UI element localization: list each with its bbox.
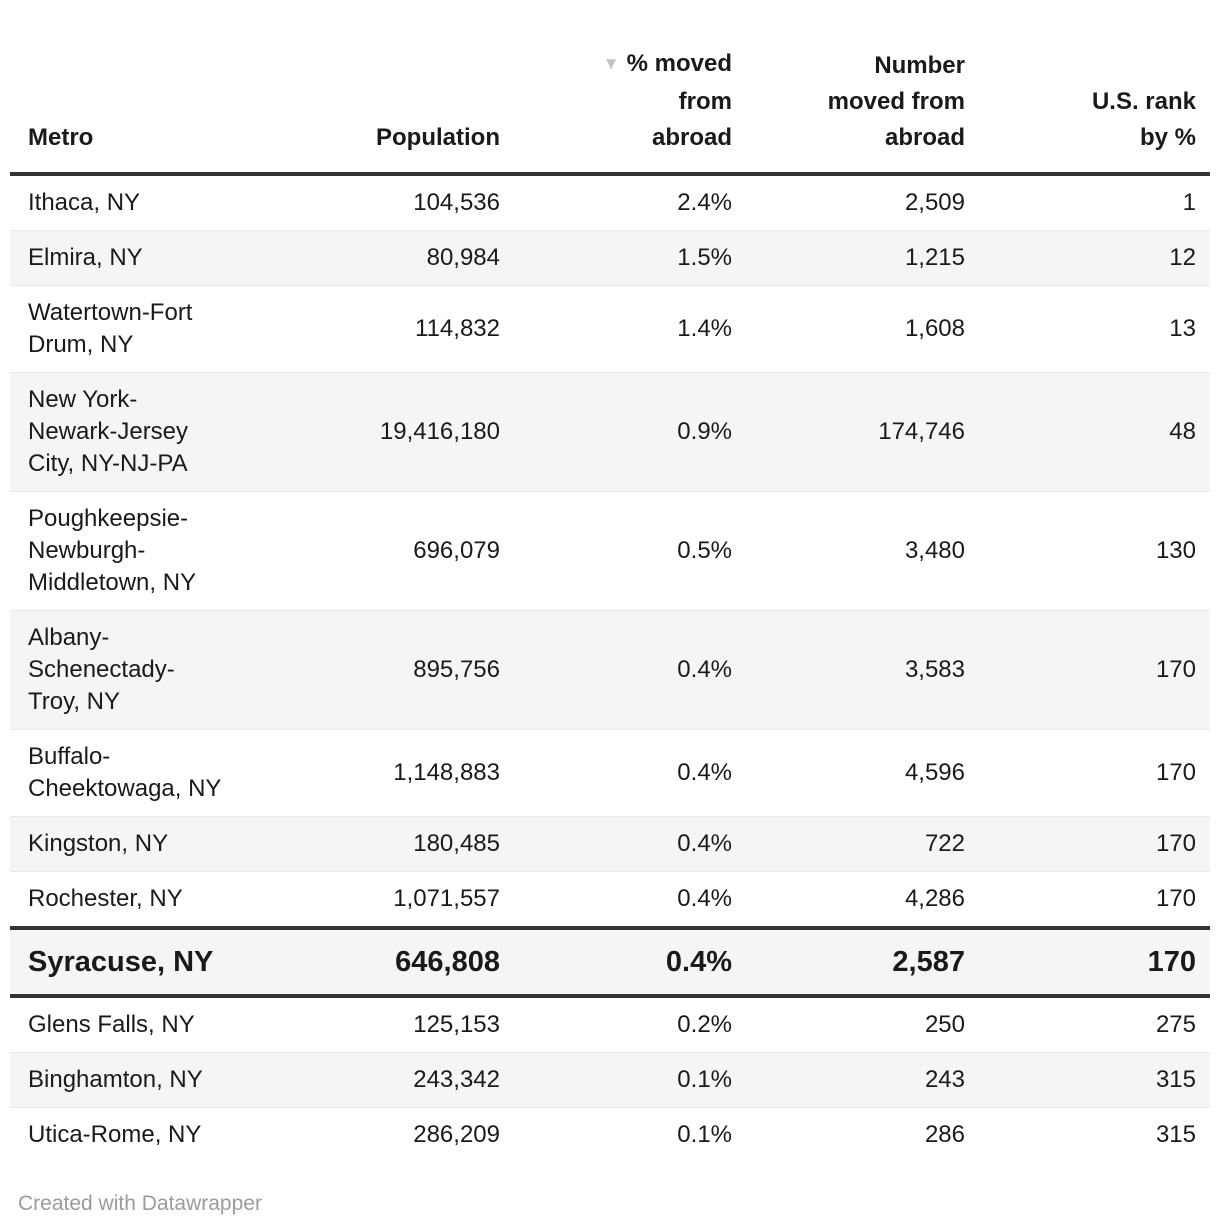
number-cell: 286 <box>742 1107 975 1162</box>
metro-cell: Kingston, NY <box>10 816 305 872</box>
column-header-label: Number moved from abroad <box>827 52 965 151</box>
metro-cell: Buffalo- Cheektowaga, NY <box>10 729 305 817</box>
population-cell: 895,756 <box>305 610 510 730</box>
table-header: Metro Population ▼ % moved from abroad Nu… <box>10 0 1210 176</box>
pct-cell: 0.9% <box>510 372 742 492</box>
table-row: Rochester, NY 1,071,557 0.4% 4,286 170 <box>10 871 1210 928</box>
metro-cell: New York- Newark-Jersey City, NY-NJ-PA <box>10 372 305 492</box>
rank-cell: 170 <box>975 816 1210 872</box>
column-header-us-rank[interactable]: U.S. rank by % <box>975 0 1210 176</box>
rank-cell: 315 <box>975 1052 1210 1108</box>
column-header-label: % moved from abroad <box>626 50 732 151</box>
column-header-pct-moved-from-abroad[interactable]: ▼ % moved from abroad <box>510 0 742 176</box>
rank-cell: 13 <box>975 285 1210 373</box>
population-cell: 114,832 <box>305 285 510 373</box>
table-row: Elmira, NY 80,984 1.5% 1,215 12 <box>10 230 1210 286</box>
metro-cell: Elmira, NY <box>10 230 305 286</box>
rank-cell: 170 <box>975 926 1210 998</box>
table-row: Watertown-Fort Drum, NY 114,832 1.4% 1,6… <box>10 285 1210 373</box>
pct-cell: 0.5% <box>510 491 742 611</box>
pct-cell: 2.4% <box>510 173 742 231</box>
table-row: Albany- Schenectady- Troy, NY 895,756 0.… <box>10 610 1210 730</box>
table-row-highlighted-syracuse: Syracuse, NY 646,808 0.4% 2,587 170 <box>10 926 1210 998</box>
number-cell: 1,215 <box>742 230 975 286</box>
number-cell: 3,480 <box>742 491 975 611</box>
table-row: Binghamton, NY 243,342 0.1% 243 315 <box>10 1052 1210 1108</box>
metro-cell: Glens Falls, NY <box>10 995 305 1053</box>
population-cell: 696,079 <box>305 491 510 611</box>
metro-migration-table: Metro Population ▼ % moved from abroad Nu… <box>10 0 1210 1162</box>
table-row: Ithaca, NY 104,536 2.4% 2,509 1 <box>10 173 1210 231</box>
population-cell: 286,209 <box>305 1107 510 1162</box>
number-cell: 4,286 <box>742 871 975 928</box>
table-row: Glens Falls, NY 125,153 0.2% 250 275 <box>10 995 1210 1053</box>
rank-cell: 170 <box>975 871 1210 928</box>
rank-cell: 170 <box>975 729 1210 817</box>
metro-cell: Watertown-Fort Drum, NY <box>10 285 305 373</box>
column-header-metro[interactable]: Metro <box>10 0 305 176</box>
population-cell: 646,808 <box>305 926 510 998</box>
pct-cell: 0.4% <box>510 871 742 928</box>
pct-cell: 0.4% <box>510 816 742 872</box>
metro-cell: Utica-Rome, NY <box>10 1107 305 1162</box>
pct-cell: 0.4% <box>510 610 742 730</box>
population-cell: 243,342 <box>305 1052 510 1108</box>
number-cell: 1,608 <box>742 285 975 373</box>
number-cell: 3,583 <box>742 610 975 730</box>
pct-cell: 1.4% <box>510 285 742 373</box>
metro-cell: Rochester, NY <box>10 871 305 928</box>
number-cell: 4,596 <box>742 729 975 817</box>
table-body: Ithaca, NY 104,536 2.4% 2,509 1 Elmira, … <box>10 173 1210 1162</box>
number-cell: 243 <box>742 1052 975 1108</box>
population-cell: 1,148,883 <box>305 729 510 817</box>
data-table-container: Metro Population ▼ % moved from abroad Nu… <box>10 0 1210 1162</box>
population-cell: 80,984 <box>305 230 510 286</box>
column-header-number-moved-from-abroad[interactable]: Number moved from abroad <box>742 0 975 176</box>
rank-cell: 1 <box>975 173 1210 231</box>
column-header-label: Population <box>376 124 500 151</box>
table-row: Utica-Rome, NY 286,209 0.1% 286 315 <box>10 1107 1210 1162</box>
header-row: Metro Population ▼ % moved from abroad Nu… <box>10 0 1210 176</box>
table-row: Kingston, NY 180,485 0.4% 722 170 <box>10 816 1210 872</box>
column-header-label: U.S. rank by % <box>1091 88 1196 151</box>
pct-cell: 0.4% <box>510 729 742 817</box>
rank-cell: 170 <box>975 610 1210 730</box>
population-cell: 125,153 <box>305 995 510 1053</box>
sort-descending-icon: ▼ <box>602 54 620 73</box>
population-cell: 19,416,180 <box>305 372 510 492</box>
table-row: Buffalo- Cheektowaga, NY 1,148,883 0.4% … <box>10 729 1210 817</box>
column-header-population[interactable]: Population <box>305 0 510 176</box>
rank-cell: 130 <box>975 491 1210 611</box>
pct-cell: 0.1% <box>510 1052 742 1108</box>
rank-cell: 12 <box>975 230 1210 286</box>
datawrapper-credit-link[interactable]: Created with Datawrapper <box>18 1192 262 1215</box>
rank-cell: 315 <box>975 1107 1210 1162</box>
metro-cell: Albany- Schenectady- Troy, NY <box>10 610 305 730</box>
population-cell: 180,485 <box>305 816 510 872</box>
pct-cell: 0.4% <box>510 926 742 998</box>
number-cell: 722 <box>742 816 975 872</box>
metro-cell: Ithaca, NY <box>10 173 305 231</box>
pct-cell: 0.2% <box>510 995 742 1053</box>
metro-cell: Binghamton, NY <box>10 1052 305 1108</box>
number-cell: 250 <box>742 995 975 1053</box>
number-cell: 2,587 <box>742 926 975 998</box>
pct-cell: 0.1% <box>510 1107 742 1162</box>
population-cell: 104,536 <box>305 173 510 231</box>
column-header-label: Metro <box>28 124 94 151</box>
metro-cell: Syracuse, NY <box>10 926 305 998</box>
number-cell: 2,509 <box>742 173 975 231</box>
table-row: Poughkeepsie- Newburgh- Middletown, NY 6… <box>10 491 1210 611</box>
table-row: New York- Newark-Jersey City, NY-NJ-PA 1… <box>10 372 1210 492</box>
pct-cell: 1.5% <box>510 230 742 286</box>
number-cell: 174,746 <box>742 372 975 492</box>
rank-cell: 48 <box>975 372 1210 492</box>
metro-cell: Poughkeepsie- Newburgh- Middletown, NY <box>10 491 305 611</box>
population-cell: 1,071,557 <box>305 871 510 928</box>
rank-cell: 275 <box>975 995 1210 1053</box>
